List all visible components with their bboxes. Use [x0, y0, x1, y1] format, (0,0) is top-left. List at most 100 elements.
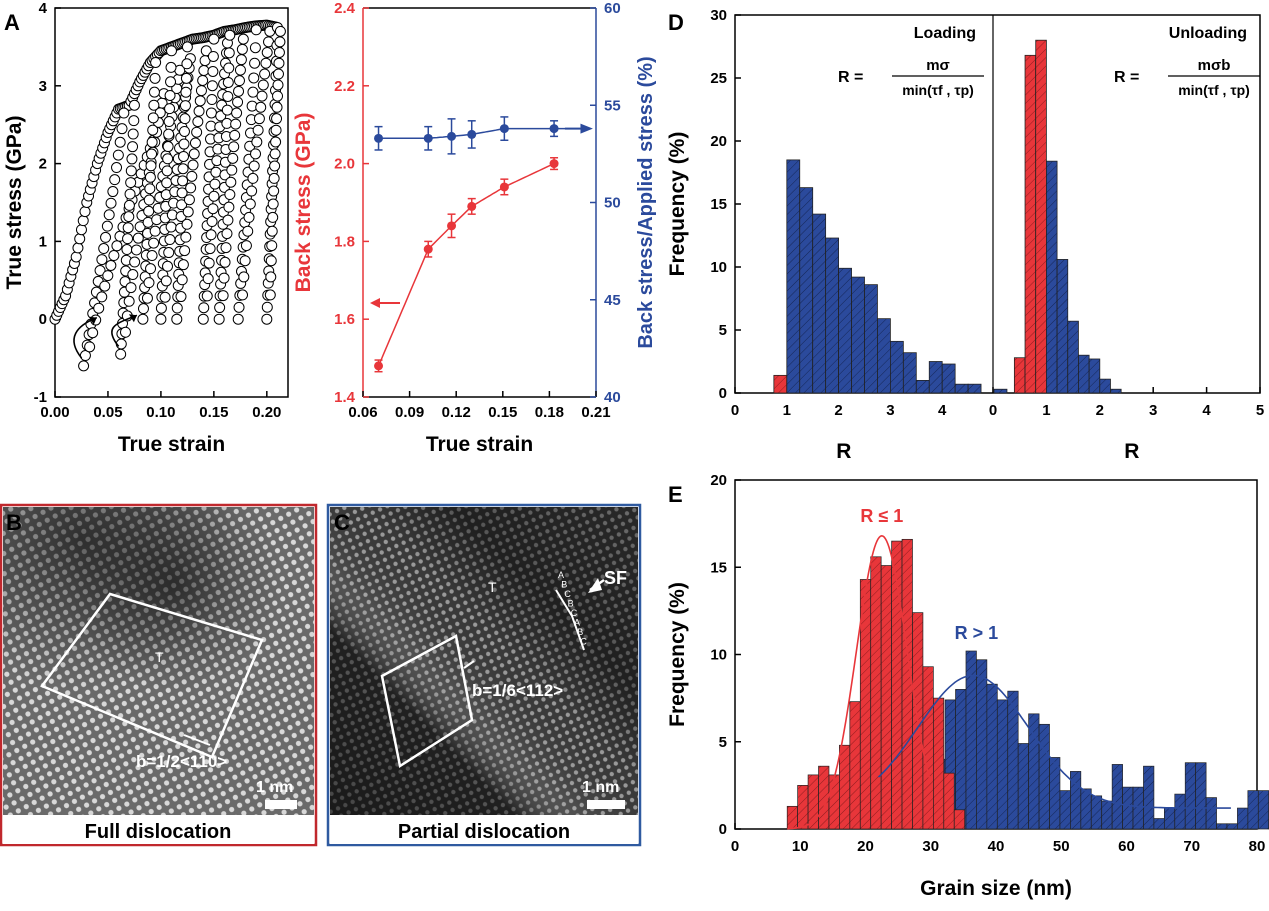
panel-label-b: B	[6, 510, 22, 535]
data-point	[225, 176, 237, 188]
x-tick-label: 0.15	[488, 404, 517, 421]
data-point	[257, 79, 269, 91]
data-point	[171, 302, 183, 314]
data-point	[179, 113, 191, 125]
data-point	[180, 231, 192, 243]
x-tick-label: 0.15	[199, 404, 228, 421]
data-point	[267, 211, 279, 223]
data-point	[256, 90, 268, 102]
bar-red	[849, 701, 861, 830]
bar-blue	[1088, 358, 1101, 394]
data-point	[206, 216, 218, 228]
data-point	[193, 105, 205, 117]
x-tick-label: 60	[1118, 838, 1135, 855]
data-point	[214, 302, 226, 314]
data-point	[123, 211, 135, 223]
data-point	[163, 128, 175, 140]
bar-blue	[967, 383, 982, 394]
data-point	[111, 240, 123, 252]
data-point	[100, 231, 112, 243]
x-tick-label: 0	[989, 402, 997, 419]
y-left-axis-label: Back stress (GPa)	[292, 113, 315, 293]
x-tick-label: 30	[922, 838, 939, 855]
data-point	[224, 189, 236, 201]
x-tick-label: 40	[988, 838, 1005, 855]
stacking-letter: C	[580, 637, 587, 647]
data-point	[423, 244, 433, 254]
data-point	[149, 72, 161, 84]
y-right-tick-label: 45	[604, 292, 621, 309]
data-point	[244, 198, 256, 210]
panel-label-d: D	[668, 10, 684, 35]
bar-blue	[1143, 765, 1155, 830]
data-point	[261, 313, 273, 325]
bar-blue	[996, 699, 1009, 830]
data-point	[165, 76, 177, 88]
data-point	[74, 233, 86, 245]
y-tick-label: 25	[710, 70, 727, 87]
data-point	[266, 225, 278, 237]
data-point	[102, 270, 114, 282]
data-point	[228, 141, 240, 153]
data-point	[265, 271, 277, 283]
data-point	[250, 24, 262, 36]
y-tick-label: 3	[39, 78, 47, 95]
data-point	[128, 99, 140, 111]
data-point	[197, 313, 209, 325]
data-point	[229, 129, 241, 141]
data-point	[246, 185, 258, 197]
data-point	[273, 46, 285, 58]
data-point	[122, 233, 134, 245]
x-tick-label: 80	[1249, 838, 1266, 855]
data-point	[163, 247, 175, 259]
data-point	[108, 250, 120, 262]
data-point	[232, 96, 244, 108]
data-point	[137, 313, 149, 325]
data-point	[549, 159, 559, 169]
data-point	[231, 107, 243, 119]
panel-label-c: C	[334, 510, 350, 535]
data-point	[222, 76, 234, 88]
scale-bar-partial	[587, 800, 625, 809]
data-point	[181, 41, 193, 53]
y-tick-label: 15	[710, 559, 727, 576]
bar-blue	[915, 379, 930, 394]
data-point	[155, 302, 167, 314]
scale-label-full: 1 nm	[256, 779, 293, 796]
data-point	[270, 136, 282, 148]
x-tick-label: 10	[792, 838, 809, 855]
data-point	[143, 205, 155, 217]
bar-blue	[1007, 690, 1019, 830]
x-axis-label: True strain	[118, 433, 225, 456]
bar-blue	[1067, 320, 1079, 394]
bar-red	[797, 785, 809, 830]
burgers-circuit-full	[40, 592, 264, 759]
data-point	[252, 124, 264, 136]
bar-red	[1024, 54, 1037, 394]
data-point	[149, 225, 161, 237]
caption-full: Full dislocation	[85, 821, 232, 843]
bar-blue	[928, 361, 943, 394]
data-point	[148, 99, 160, 111]
unloading-title: Unloading	[1169, 25, 1247, 42]
loading-formula-denominator: min(τf , τp)	[902, 82, 974, 98]
x-axis-label-left: R	[836, 440, 851, 463]
data-point	[189, 137, 201, 149]
scale-label-partial: 1 nm	[582, 779, 619, 796]
bar-blue	[954, 383, 969, 394]
bar-blue	[1205, 797, 1217, 830]
y-tick-label: 15	[710, 196, 727, 213]
data-point	[447, 131, 457, 141]
bar-red	[1035, 39, 1047, 394]
data-point	[162, 141, 174, 153]
data-point	[178, 150, 190, 162]
data-point	[208, 33, 220, 45]
data-point	[223, 47, 235, 59]
bar-blue	[1184, 762, 1197, 830]
data-point	[274, 36, 286, 48]
bar-blue	[1111, 764, 1123, 830]
y-tick-label: 0	[719, 385, 727, 402]
y-tick-label: 1	[39, 233, 47, 250]
y-tick-label: 2	[39, 156, 47, 173]
